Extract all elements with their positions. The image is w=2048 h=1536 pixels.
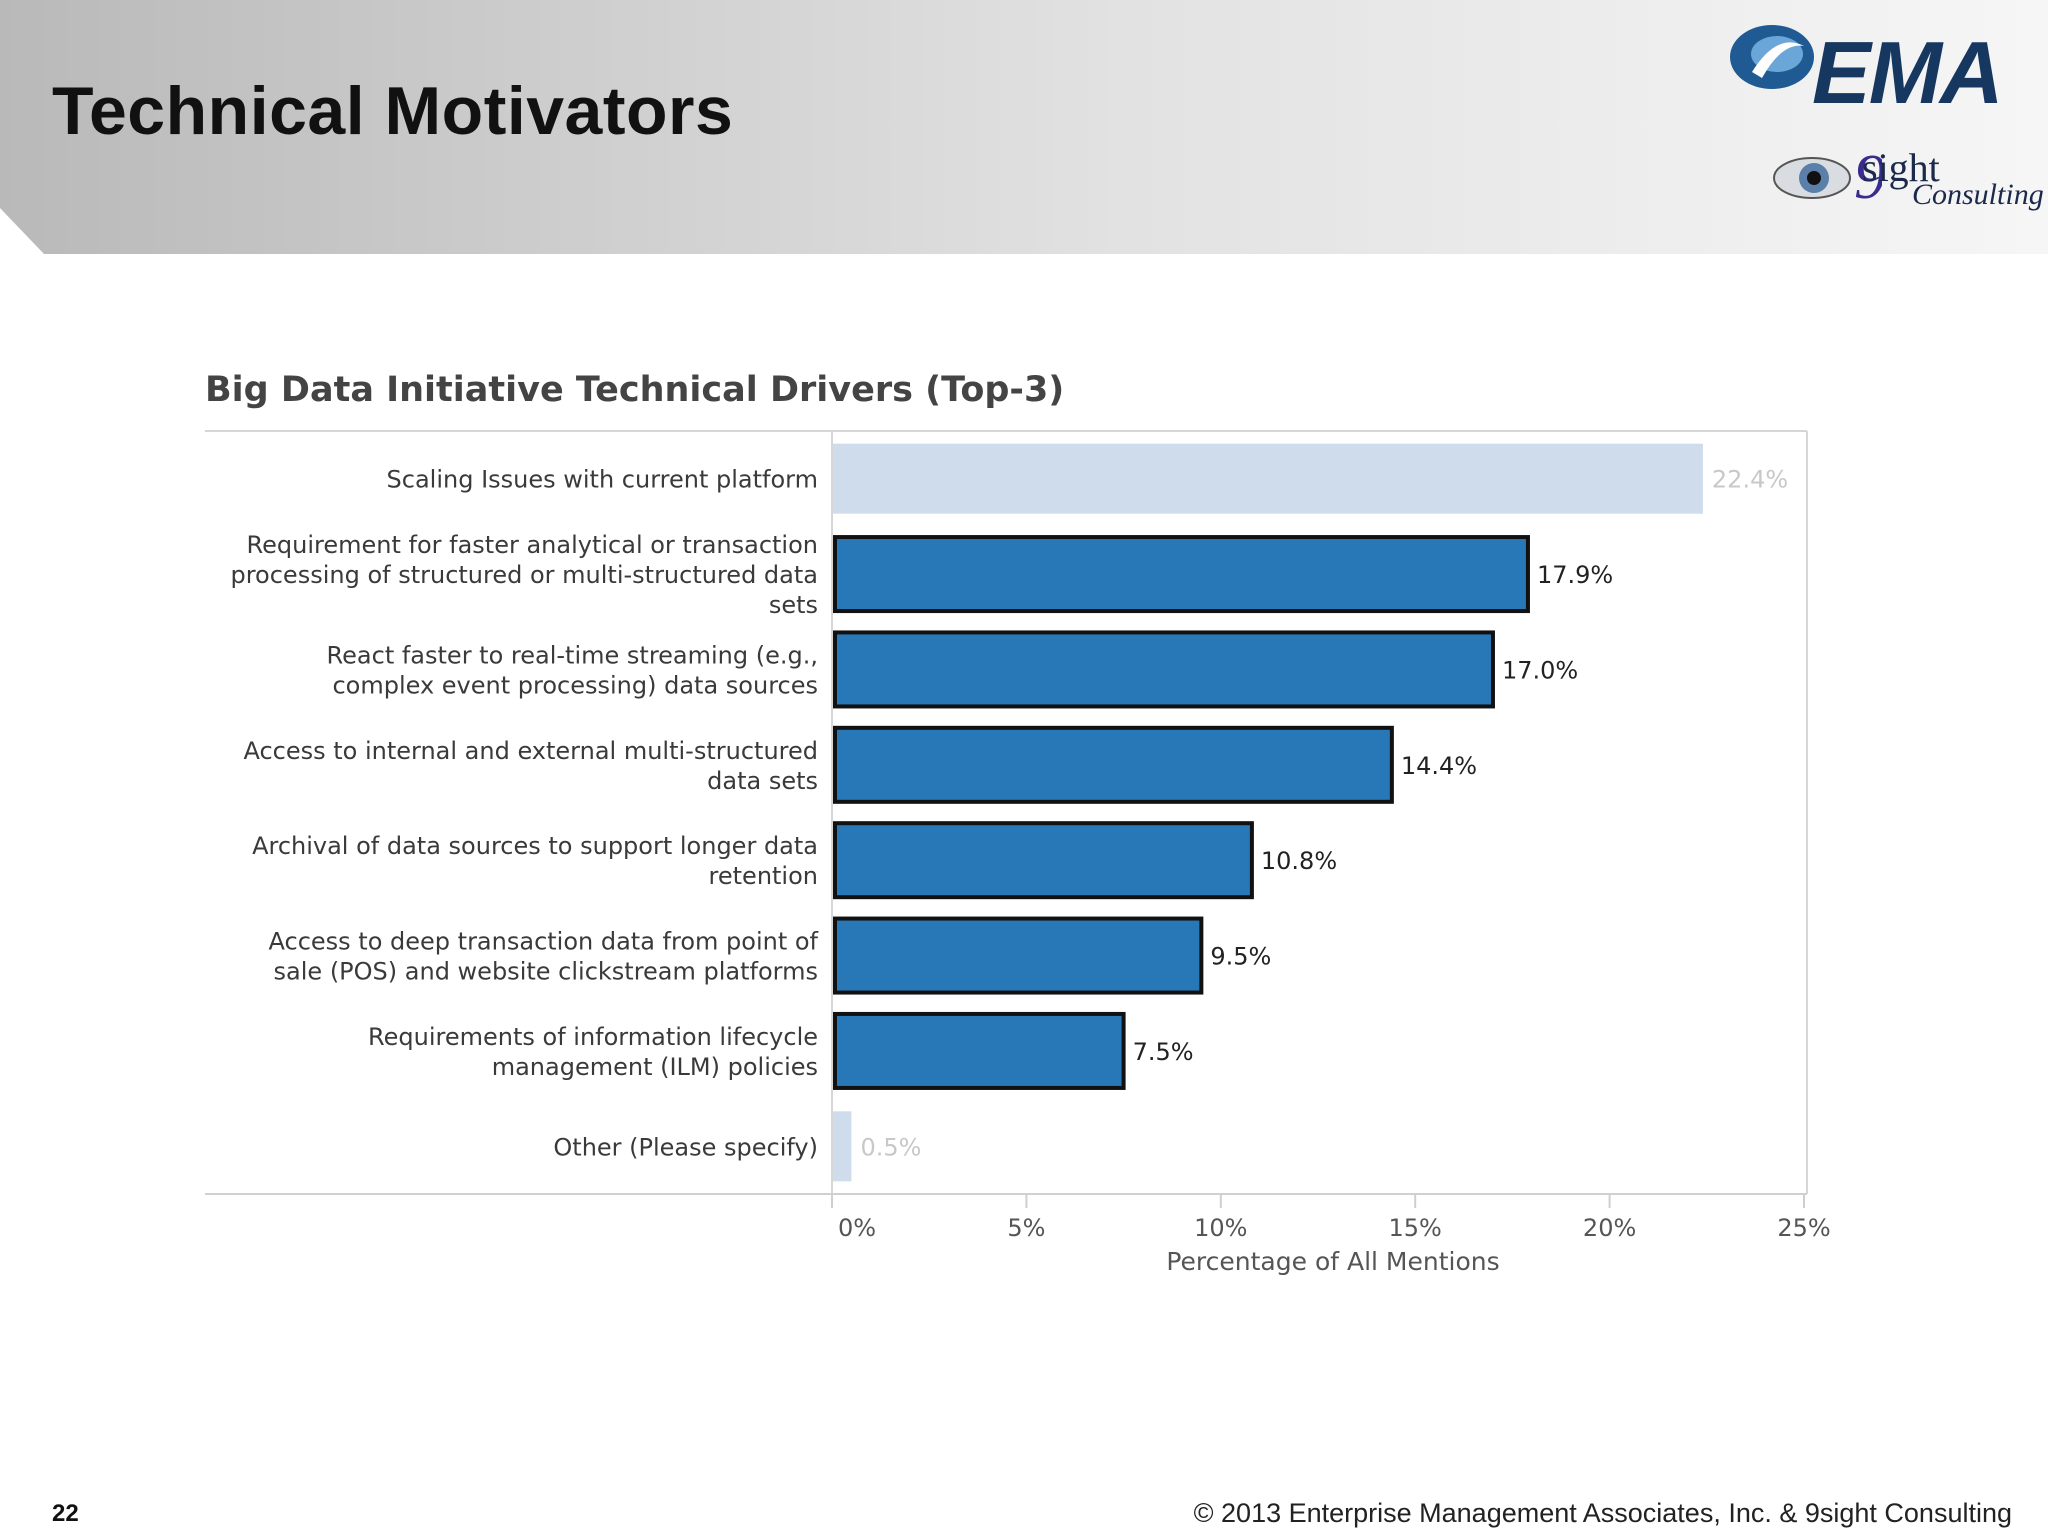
bar (833, 443, 1703, 514)
category-label: sets (769, 591, 818, 619)
value-label: 22.4% (1712, 466, 1788, 494)
bar (833, 725, 1394, 804)
bars (833, 443, 1703, 1182)
value-label: 7.5% (1133, 1038, 1194, 1066)
bar (833, 916, 1204, 995)
value-labels: 22.4% 17.9% 17.0% 14.4% 10.8% 9.5% 7.5% 0.5% (860, 466, 1788, 1162)
category-label: Scaling Issues with current platform (387, 466, 818, 494)
bar (833, 535, 1530, 614)
category-label: data sets (707, 767, 818, 795)
x-tick-label: 15% (1389, 1214, 1442, 1242)
bar (833, 1111, 852, 1182)
category-label: Access to deep transaction data from poi… (269, 928, 819, 956)
category-label: processing of structured or multi-struct… (230, 561, 818, 589)
page-number: 22 (52, 1500, 79, 1527)
header-banner (0, 0, 2048, 256)
x-tick-label: 5% (1007, 1214, 1045, 1242)
value-label: 17.9% (1537, 561, 1613, 589)
value-label: 0.5% (860, 1133, 921, 1161)
bar (833, 821, 1254, 900)
9sight-logo: 9 sight Consulting (1772, 140, 2044, 220)
value-label: 17.0% (1502, 656, 1578, 684)
category-labels: Scaling Issues with current platform Requ… (230, 466, 818, 1162)
category-label: sale (POS) and website clickstream platf… (274, 958, 818, 986)
bar (833, 630, 1495, 709)
category-label: Requirements of information lifecycle (368, 1023, 818, 1051)
bar (833, 1011, 1126, 1090)
category-label: Other (Please specify) (553, 1133, 818, 1161)
copyright-text: © 2013 Enterprise Management Associates,… (1193, 1498, 2012, 1528)
value-label: 10.8% (1261, 847, 1337, 875)
category-label: complex event processing) data sources (332, 671, 818, 699)
chart-frame (205, 430, 1808, 1208)
x-tick-label: 10% (1194, 1214, 1247, 1242)
x-tick-label: 20% (1583, 1214, 1636, 1242)
x-tick-label: 0% (838, 1214, 876, 1242)
value-label: 9.5% (1210, 943, 1271, 971)
ema-swirl-icon (1730, 25, 1814, 89)
value-label: 14.4% (1401, 752, 1477, 780)
x-axis-title: Percentage of All Mentions (1166, 1247, 1499, 1276)
category-label: Requirement for faster analytical or tra… (247, 531, 818, 559)
svg-text:9: 9 (1854, 141, 1882, 210)
slide-title: Technical Motivators (52, 73, 734, 149)
ema-logo-text: EMA (1812, 23, 2004, 122)
bar-chart: Scaling Issues with current platform Requ… (205, 430, 1831, 1276)
ema-logo: EMA (1722, 12, 2022, 122)
category-label: Access to internal and external multi-st… (243, 737, 818, 765)
chart-title: Big Data Initiative Technical Drivers (T… (205, 370, 1065, 410)
category-label: management (ILM) policies (492, 1053, 818, 1081)
9sight-logo-subtext: Consulting (1912, 178, 2044, 211)
slide-header: Technical Motivators EMA 9 sight Consult… (0, 0, 2048, 260)
9sight-logo-text: sight (1862, 145, 1940, 190)
category-label: React faster to real-time streaming (e.g… (327, 641, 818, 669)
category-label: retention (709, 862, 818, 890)
category-label: Archival of data sources to support long… (252, 832, 818, 860)
x-axis: 0% 5% 10% 15% 20% 25% Percentage of All Mentio… (831, 1194, 1831, 1276)
x-tick-label: 25% (1777, 1214, 1830, 1242)
eye-icon: 9 (1773, 141, 1882, 210)
